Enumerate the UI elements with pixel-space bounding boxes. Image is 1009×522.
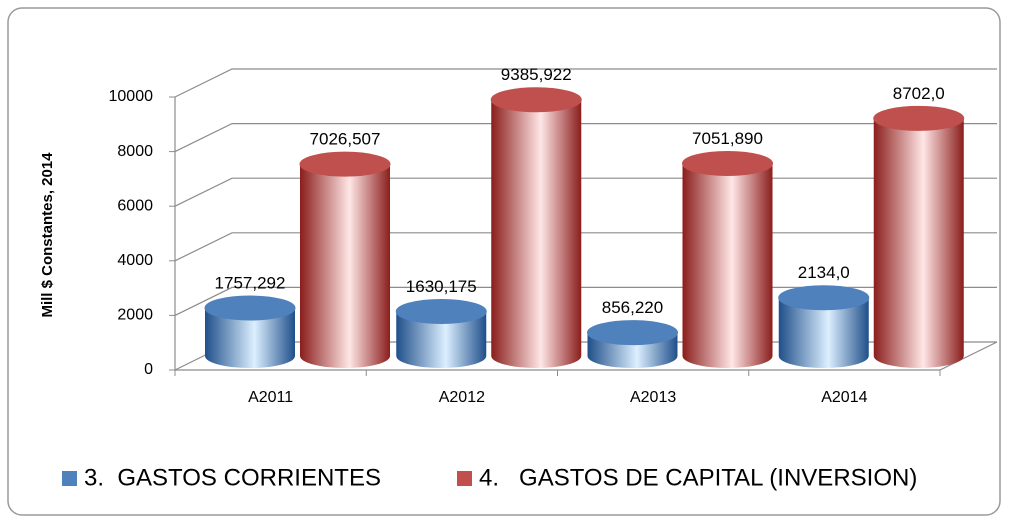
cylinder-top (873, 105, 965, 131)
legend-swatch (457, 471, 472, 486)
cylinder-top (299, 151, 391, 177)
y-tick-label: 10000 (109, 88, 154, 105)
cylinder (204, 295, 296, 368)
value-label: 9385,922 (501, 65, 572, 84)
cylinder-top (778, 285, 870, 311)
cylinder (778, 285, 870, 368)
cylinder (682, 150, 773, 368)
grid-line (174, 122, 997, 153)
x-tick-label: A2011 (248, 389, 293, 406)
x-tick-label: A2012 (439, 389, 485, 406)
legend-label: 4. GASTOS DE CAPITAL (INVERSION) (479, 464, 917, 491)
x-tick-label: A2013 (630, 389, 676, 406)
value-label: 2134,0 (798, 263, 850, 282)
y-tick-label: 0 (144, 361, 153, 378)
x-tick-label: A2014 (821, 389, 867, 406)
y-tick-label: 4000 (117, 252, 153, 269)
value-label: 8702,0 (893, 84, 945, 103)
cylinder-top (204, 295, 296, 321)
legend-label: 3. GASTOS CORRIENTES (84, 464, 381, 491)
cylinder-body (682, 163, 773, 368)
cylinder (395, 298, 487, 368)
cylinder-body (778, 297, 869, 368)
value-label: 1630,175 (406, 277, 477, 296)
value-label: 7051,890 (692, 129, 763, 148)
cylinder-body (491, 99, 582, 368)
y-axis-label: Mill $ Constantes, 2014 (39, 152, 56, 318)
legend-swatch (62, 471, 77, 486)
cylinder-body (396, 311, 487, 368)
cylinder-top (490, 87, 582, 113)
value-label: 856,220 (602, 298, 663, 317)
cylinder-body (300, 164, 390, 368)
cylinder-body (873, 118, 964, 369)
y-tick-label: 2000 (117, 307, 153, 324)
grid-line (174, 68, 997, 98)
cylinder (587, 320, 678, 368)
cylinder-top (395, 298, 487, 324)
value-label: 1757,292 (215, 274, 286, 293)
cylinder-top (682, 150, 773, 176)
cylinder-top (587, 320, 678, 346)
cylinder (873, 105, 965, 369)
y-tick-label: 8000 (117, 143, 153, 160)
cylinder (299, 151, 391, 368)
value-label: 7026,507 (310, 130, 381, 149)
cylinder-body (205, 308, 295, 368)
y-tick-label: 6000 (117, 197, 153, 214)
cylinder (490, 87, 582, 368)
